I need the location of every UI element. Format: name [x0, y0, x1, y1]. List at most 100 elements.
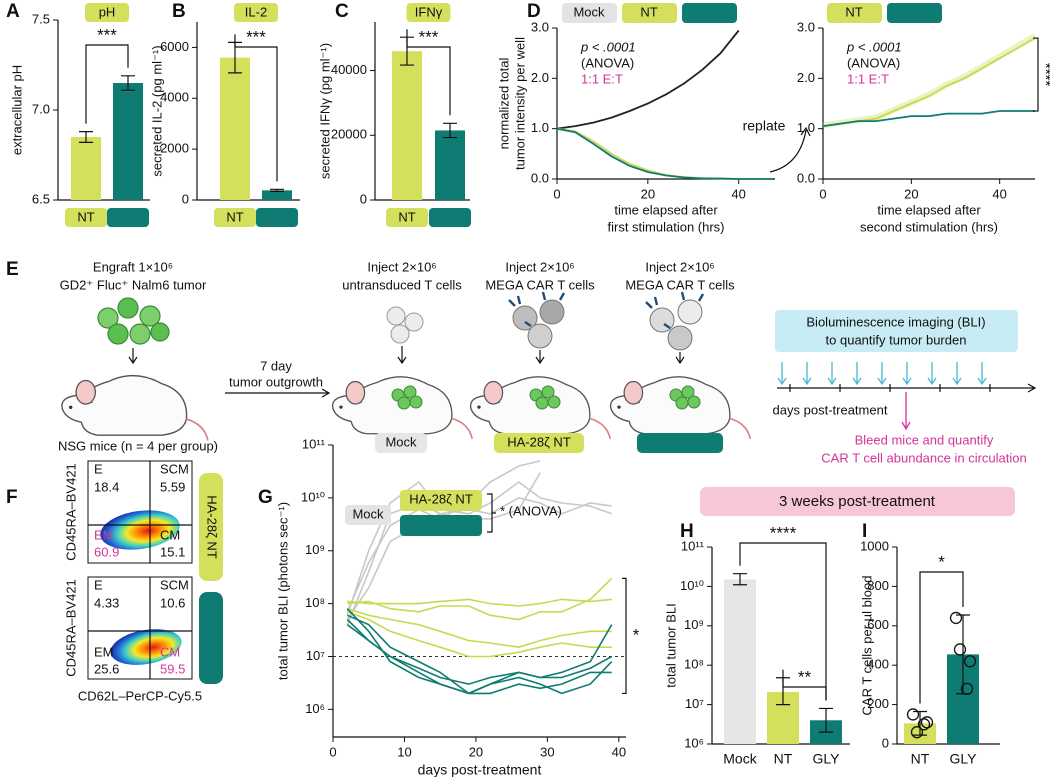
step-text: tumor outgrowth — [229, 374, 323, 389]
quadrant-gate — [88, 577, 192, 679]
significance: **** — [1037, 63, 1050, 87]
y-tick-label: 10¹⁰ — [301, 489, 325, 504]
timeline-label: days post-treatment — [773, 402, 888, 417]
y-tick-label: 0 — [360, 191, 367, 206]
legend-note: * (ANOVA) — [500, 503, 562, 518]
x-tick-label: GLY — [950, 751, 978, 767]
step-text: untransduced T cells — [342, 277, 462, 292]
group-label: HA-28ζ NT — [507, 434, 571, 449]
y-tick-label: 3.0 — [531, 19, 549, 34]
car-t-cells — [645, 291, 705, 351]
y-tick-label: 1.0 — [797, 120, 815, 135]
data-point — [920, 716, 934, 729]
y-tick-label: 1.0 — [531, 120, 549, 135]
x-tick-label: 0 — [329, 744, 336, 759]
significance: *** — [419, 27, 439, 46]
x-tick-label: 20 — [641, 186, 655, 201]
error-bar — [733, 573, 747, 586]
y-tick-label: 10⁸ — [684, 657, 704, 672]
y-tick-label: 7.0 — [32, 101, 50, 116]
significance: ** — [798, 667, 812, 686]
y-tick-label: 10⁶ — [305, 701, 325, 716]
quadrant-value: 15.1 — [160, 544, 185, 559]
y-tick-label: 10¹¹ — [681, 538, 705, 553]
panel-label: E — [6, 259, 19, 280]
annotation: p < .0001 — [580, 39, 636, 54]
panel-label: G — [258, 487, 273, 508]
quadrant-name: EM — [94, 644, 114, 659]
y-tick-label: 10⁹ — [684, 617, 704, 632]
quadrant-value: 59.5 — [160, 661, 185, 676]
line — [346, 608, 613, 695]
data-point — [963, 655, 977, 668]
panel-label: F — [6, 487, 18, 508]
arrow — [128, 348, 138, 365]
legend-box — [682, 3, 737, 23]
quadrant-value: 4.33 — [94, 595, 119, 610]
y-tick-label: 800 — [867, 578, 889, 593]
step-text: MEGA CAR T cells — [625, 277, 735, 292]
quadrant-name: CM — [160, 644, 180, 659]
line — [347, 598, 612, 607]
significance-bracket — [406, 29, 451, 116]
x-tick-label: 0 — [553, 186, 560, 201]
y-tick-label: 10¹⁰ — [680, 578, 704, 593]
group-box — [637, 433, 723, 453]
y-axis-label: tumor intensity per well — [512, 37, 527, 170]
x-tick-label: NT — [774, 751, 793, 767]
y-tick-label: 0.0 — [797, 170, 815, 185]
replate-arrow — [769, 126, 811, 173]
step-text: Engraft 1×10⁶ — [93, 259, 173, 274]
data-point — [910, 726, 924, 739]
x-tick-label: NT — [911, 751, 930, 767]
tumor-in-mouse — [529, 385, 561, 410]
legend-label: NT — [845, 4, 862, 19]
tumor-in-mouse — [391, 385, 423, 410]
line — [556, 127, 775, 180]
x-tick-label: NT — [226, 209, 243, 224]
significance: *** — [97, 25, 117, 44]
title-box — [234, 3, 278, 22]
y-tick-label: 4000 — [160, 90, 189, 105]
y-tick-label: 10⁷ — [685, 696, 704, 711]
annotation: 1:1 E:T — [581, 71, 623, 86]
arrow — [225, 388, 331, 398]
panel-label: I — [862, 521, 867, 542]
y-tick-label: 600 — [867, 617, 889, 632]
y-tick-label: 0 — [882, 735, 889, 750]
quadrant-value: 25.6 — [94, 661, 119, 676]
line — [346, 460, 541, 613]
quadrant-name: SCM — [160, 577, 189, 592]
panel-label: A — [6, 1, 20, 22]
line — [347, 607, 612, 649]
line — [346, 624, 613, 685]
annotation: p < .0001 — [846, 39, 902, 54]
banner-box — [700, 487, 1015, 516]
x-axis-label: second stimulation (hrs) — [860, 219, 998, 234]
bar — [262, 190, 292, 200]
quadrant-value: 60.9 — [94, 544, 119, 559]
title-box — [406, 3, 451, 22]
x-axis-label: time elapsed after — [614, 202, 718, 217]
panel-label: D — [527, 1, 541, 22]
x-tick-label: 40 — [731, 186, 745, 201]
legend-box — [827, 3, 882, 23]
data-point — [917, 718, 931, 731]
quadrant-gate — [88, 461, 192, 563]
significance: * — [633, 625, 640, 644]
y-tick-label: 0.0 — [531, 170, 549, 185]
data-point — [906, 708, 920, 721]
x-axis-label: time elapsed after — [877, 202, 981, 217]
error-bar — [443, 122, 457, 139]
bleed-arrow — [901, 392, 911, 431]
y-tick-label: 2.0 — [797, 70, 815, 85]
line — [347, 611, 612, 658]
x-tick-label: 40 — [612, 744, 626, 759]
category-box — [107, 208, 149, 227]
significance-bracket — [85, 44, 129, 124]
x-tick-label: 30 — [540, 744, 554, 759]
legend-label: HA-28ζ NT — [409, 491, 473, 506]
legend-label: Mock — [352, 506, 384, 521]
significance-bracket — [1033, 37, 1039, 112]
annotation: (ANOVA) — [581, 55, 634, 70]
